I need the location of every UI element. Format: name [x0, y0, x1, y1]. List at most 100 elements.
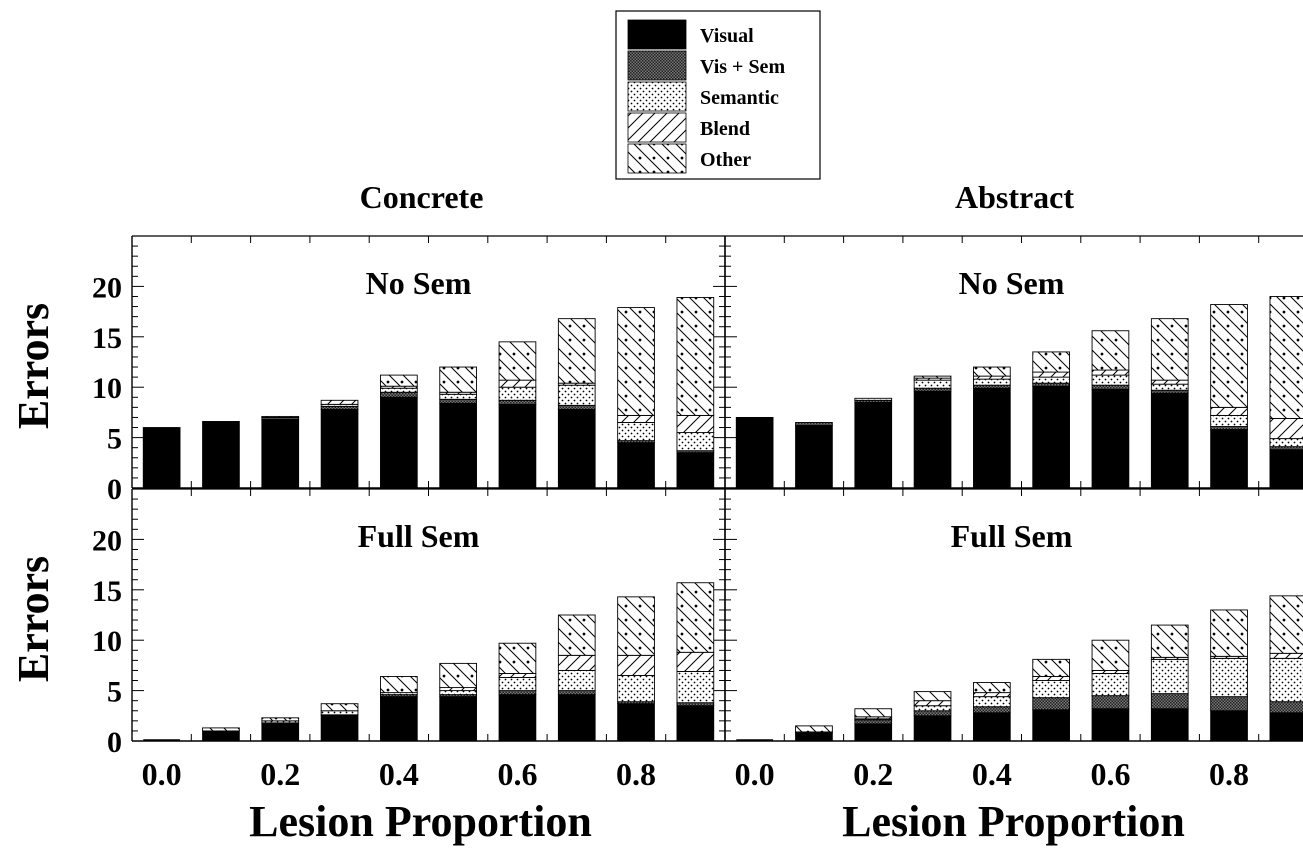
bar-vis-sem — [1032, 382, 1070, 387]
bar-blend — [1032, 676, 1070, 681]
bar-visual — [142, 427, 181, 489]
bar-vis-sem — [913, 710, 952, 717]
bar-blend — [1091, 369, 1130, 376]
y-tick-label: 5 — [107, 676, 122, 709]
bar-visual — [1091, 388, 1130, 489]
bar-other — [676, 297, 715, 416]
bar-vis-sem — [498, 399, 537, 405]
bar-vis-sem — [557, 404, 596, 410]
bar-semantic — [676, 432, 715, 452]
bar-semantic — [676, 670, 715, 704]
bar-semantic — [1210, 414, 1248, 427]
bar-blend — [913, 700, 952, 707]
bar-semantic — [320, 710, 359, 716]
bar-visual — [973, 712, 1011, 742]
y-tick-label: 5 — [107, 423, 122, 456]
column-title-concrete: Concrete — [360, 179, 484, 215]
bar-visual — [1150, 392, 1189, 489]
y-tick-label: 0 — [107, 473, 122, 506]
legend-label-blend: Blend — [700, 118, 750, 140]
legend: Visual Vis + Sem Semantic Blend Other — [615, 10, 821, 180]
bar-other — [617, 596, 655, 656]
bar-semantic — [557, 384, 596, 406]
bar-visual — [617, 703, 655, 742]
bar-visual — [261, 722, 300, 742]
bar-other — [1210, 304, 1248, 408]
bar-vis-sem — [913, 387, 952, 392]
column-title-abstract: Abstract — [955, 179, 1074, 215]
legend-swatch-blend — [627, 112, 687, 143]
y-tick-label: 15 — [92, 322, 122, 355]
bar-blend — [1269, 652, 1303, 659]
bar-other — [913, 691, 952, 702]
bar-semantic — [617, 422, 655, 442]
bar-blend — [261, 415, 300, 418]
bar-semantic — [1150, 658, 1189, 695]
bar-vis-sem — [676, 702, 715, 707]
panel-concrete-no-sem — [131, 235, 726, 489]
x-tick-label: 0.0 — [735, 756, 775, 792]
bar-other — [854, 708, 893, 718]
bar-visual — [557, 408, 596, 489]
bar-other — [380, 676, 418, 694]
bar-semantic — [1269, 438, 1303, 448]
bar-other — [1269, 595, 1303, 654]
bar-blend — [1032, 371, 1070, 378]
x-tick-label: 0.6 — [1090, 756, 1130, 792]
bar-vis-sem — [1091, 695, 1130, 710]
legend-label-vis-sem: Vis + Sem — [700, 56, 785, 78]
x-tick-label: 0.4 — [379, 756, 419, 792]
bar-visual — [913, 390, 952, 489]
bar-semantic — [498, 677, 537, 692]
bar-vis-sem — [1269, 446, 1303, 451]
y-tick-label: 20 — [92, 524, 122, 557]
x-tick-label: 0.2 — [260, 756, 300, 792]
bar-blend — [557, 654, 596, 671]
bar-visual — [498, 694, 537, 742]
bar-semantic — [913, 379, 952, 389]
bar-semantic — [439, 393, 477, 400]
bar-other — [1150, 318, 1189, 381]
bar-vis-sem — [320, 405, 359, 410]
bar-blend — [676, 414, 715, 434]
bar-semantic — [1150, 383, 1189, 391]
legend-swatch-semantic — [627, 81, 687, 112]
bar-visual — [1032, 385, 1070, 489]
bar-visual — [617, 442, 655, 489]
bar-blend — [617, 414, 655, 423]
bar-vis-sem — [439, 398, 477, 404]
bar-other — [439, 366, 477, 393]
bar-vis-sem — [973, 706, 1011, 714]
x-tick-label: 0.8 — [1209, 756, 1249, 792]
bar-visual — [380, 396, 418, 489]
y-tick-label: 20 — [92, 271, 122, 304]
bar-visual — [1269, 449, 1303, 489]
bar-other — [439, 662, 477, 689]
bar-vis-sem — [1032, 697, 1070, 711]
bar-semantic — [557, 669, 596, 692]
bar-visual — [261, 419, 300, 489]
bar-other — [261, 717, 300, 722]
bar-vis-sem — [1150, 389, 1189, 394]
bar-vis-sem — [380, 391, 418, 398]
y-axis-label: Errors — [9, 303, 58, 429]
bar-blend — [1091, 669, 1130, 674]
legend-label-visual: Visual — [700, 25, 754, 47]
bar-other — [1091, 330, 1130, 371]
bar-other — [973, 682, 1011, 694]
legend-swatch-visual — [627, 19, 687, 50]
bar-semantic — [854, 397, 893, 401]
bar-visual — [1032, 709, 1070, 742]
bar-visual — [1269, 712, 1303, 742]
bar-other — [1032, 351, 1070, 373]
legend-label-other: Other — [700, 149, 751, 171]
bar-other — [557, 614, 596, 656]
bar-other — [1091, 639, 1130, 671]
bar-visual — [1150, 708, 1189, 742]
bar-blend — [973, 375, 1011, 380]
panel-title-no-sem: No Sem — [959, 265, 1065, 301]
bar-visual — [320, 714, 359, 742]
bar-visual — [795, 425, 833, 489]
bar-visual — [320, 408, 359, 489]
